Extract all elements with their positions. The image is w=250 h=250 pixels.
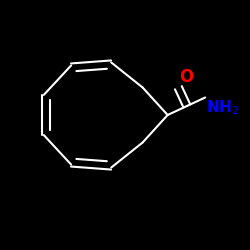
Text: O: O [180,68,194,86]
Text: NH$_2$: NH$_2$ [206,99,240,117]
